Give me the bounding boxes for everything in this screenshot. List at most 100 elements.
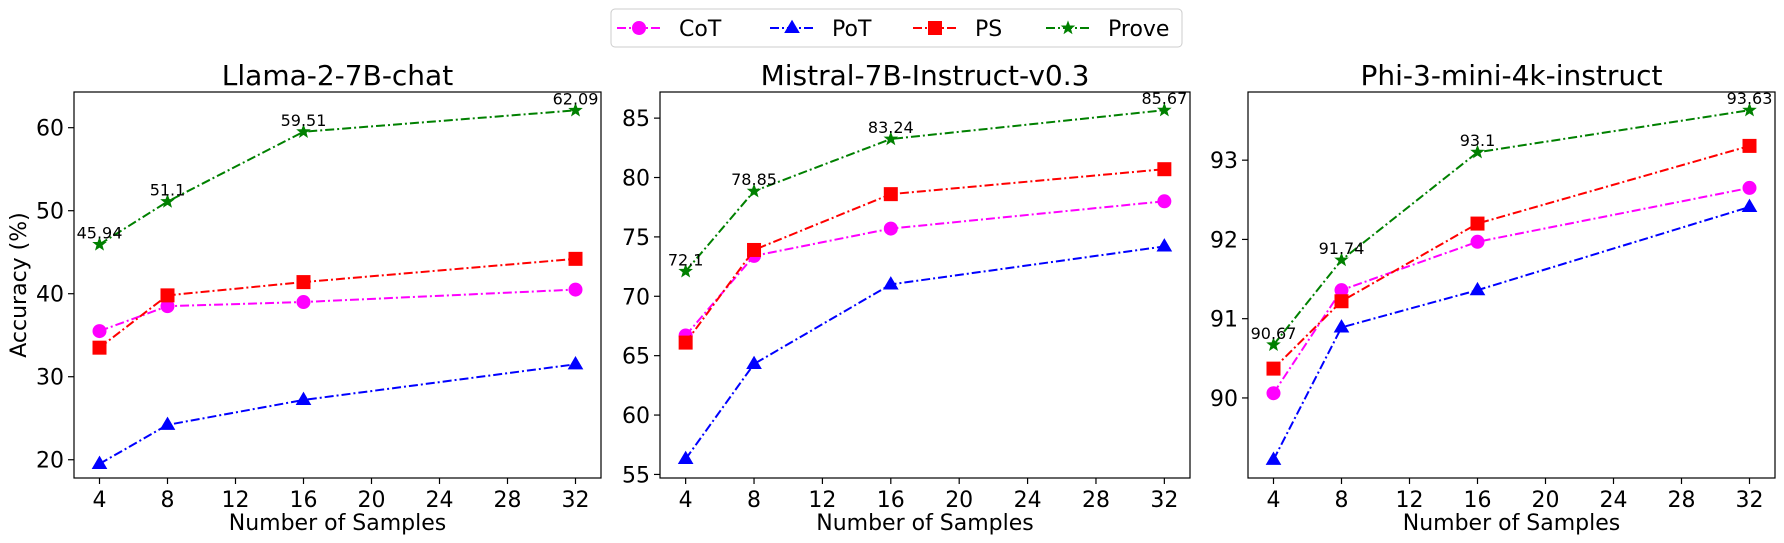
x-tick-label: 28 xyxy=(1668,488,1696,513)
x-tick-label: 8 xyxy=(747,488,761,513)
data-point-ps xyxy=(296,275,311,290)
series-ps xyxy=(678,162,1172,350)
panel-title: Mistral-7B-Instruct-v0.3 xyxy=(761,59,1090,92)
y-tick-label: 50 xyxy=(36,200,64,225)
legend-box xyxy=(610,8,1183,48)
data-point-ps xyxy=(1742,138,1757,153)
x-tick-label: 32 xyxy=(562,488,590,513)
legend-marker-prove xyxy=(1060,20,1076,35)
plot-frame xyxy=(1247,91,1776,479)
data-point-pot xyxy=(159,416,176,430)
data-point-pot xyxy=(882,276,899,290)
data-point-pot xyxy=(1333,319,1350,333)
y-tick-label: 91 xyxy=(1210,308,1238,333)
data-point-prove xyxy=(160,193,175,208)
data-point-ps xyxy=(747,242,762,257)
data-point-cot xyxy=(296,295,311,310)
series-cot xyxy=(1266,180,1757,401)
y-tick-label: 60 xyxy=(622,404,650,429)
x-tick-label: 4 xyxy=(1267,488,1281,513)
series-cot xyxy=(92,282,583,339)
data-point-prove xyxy=(1157,102,1172,117)
data-point-prove xyxy=(1334,252,1349,267)
x-tick-label: 24 xyxy=(1600,488,1628,513)
series-prove xyxy=(1266,102,1757,352)
data-point-cot xyxy=(1470,234,1485,249)
data-point-pot xyxy=(91,455,108,469)
series-line-prove xyxy=(1272,109,1750,346)
y-tick-label: 75 xyxy=(622,226,650,251)
legend-label: CoT xyxy=(679,17,722,42)
legend-marker-ps xyxy=(928,21,942,35)
data-point-ps xyxy=(1266,361,1281,376)
legend-marker-pot xyxy=(784,19,800,34)
data-point-pot xyxy=(1741,198,1758,212)
y-tick-label: 65 xyxy=(622,345,650,370)
data-point-pot xyxy=(295,391,312,406)
x-tick-label: 20 xyxy=(945,488,973,513)
plot-frame xyxy=(73,91,602,479)
panel-title: Phi-3-mini-4k-instruct xyxy=(1361,59,1663,92)
data-point-prove xyxy=(568,102,583,117)
y-tick-label: 85 xyxy=(622,107,650,132)
data-point-cot xyxy=(568,282,583,297)
data-point-prove xyxy=(883,131,899,146)
data-label-prove: 93.1 xyxy=(1460,131,1496,150)
data-point-prove xyxy=(296,124,311,138)
x-tick-label: 8 xyxy=(1335,488,1349,513)
panel-phi: Phi-3-mini-4k-instruct 4 8 12 16 20 24 28 32 90 91… xyxy=(1210,59,1776,536)
data-point-prove xyxy=(678,263,693,278)
data-point-cot xyxy=(1742,180,1757,195)
legend: CoT PoT PS Prove xyxy=(610,8,1183,48)
panel-llama: Llama-2-7B-chat 4 8 12 16 20 24 28 32 20 30 40 50 60 N… xyxy=(7,59,602,536)
x-tick-label: 12 xyxy=(222,488,250,513)
x-axis-label: Number of Samples xyxy=(229,511,447,536)
data-label-prove: 83.24 xyxy=(868,118,914,137)
data-label-prove: 59.51 xyxy=(281,111,327,130)
data-point-ps xyxy=(678,335,693,350)
legend-label: Prove xyxy=(1108,17,1169,42)
data-point-ps xyxy=(160,288,175,303)
plot-frame xyxy=(659,91,1191,479)
data-label-prove: 51.1 xyxy=(150,181,186,200)
x-tick-label: 8 xyxy=(161,488,175,513)
data-point-prove xyxy=(1742,102,1757,117)
legend-marker-cot xyxy=(632,21,646,35)
data-point-pot xyxy=(746,355,762,370)
x-axis-label: Number of Samples xyxy=(1403,511,1621,536)
data-point-ps xyxy=(1334,294,1349,309)
legend-item-ps: PS xyxy=(913,17,1002,42)
data-point-prove xyxy=(92,236,107,251)
y-tick-label: 80 xyxy=(622,167,650,192)
y-tick-label: 30 xyxy=(36,366,64,391)
x-tick-label: 16 xyxy=(290,488,318,513)
data-point-prove xyxy=(746,183,762,198)
x-tick-label: 32 xyxy=(1736,488,1764,513)
series-cot xyxy=(678,194,1172,343)
legend-item-cot: CoT xyxy=(617,17,722,42)
y-tick-label: 55 xyxy=(622,463,650,488)
series-line-cot xyxy=(1272,186,1750,394)
y-axis-label: Accuracy (%) xyxy=(7,212,32,358)
data-point-ps xyxy=(1470,216,1485,231)
series-ps xyxy=(1266,138,1757,376)
legend-item-pot: PoT xyxy=(770,17,872,42)
data-label-prove: 85.67 xyxy=(1141,89,1187,108)
data-label-prove: 93.63 xyxy=(1727,89,1773,108)
series-pot xyxy=(91,355,584,469)
panel-title: Llama-2-7B-chat xyxy=(222,59,453,92)
series-pot xyxy=(1265,198,1758,465)
legend-label: PS xyxy=(975,17,1002,42)
y-tick-label: 40 xyxy=(36,283,64,308)
data-point-prove xyxy=(1266,337,1281,352)
panel-mistral: Mistral-7B-Instruct-v0.3 4 8 12 16 20 24 28 32 55… xyxy=(622,59,1191,536)
series-line-ps xyxy=(684,168,1165,344)
x-tick-label: 16 xyxy=(1464,488,1492,513)
x-tick-label: 12 xyxy=(808,488,836,513)
x-tick-label: 4 xyxy=(679,488,693,513)
series-line-prove xyxy=(98,109,576,246)
data-point-pot xyxy=(1469,281,1486,296)
data-point-ps xyxy=(1157,162,1172,177)
series-prove xyxy=(678,102,1172,278)
